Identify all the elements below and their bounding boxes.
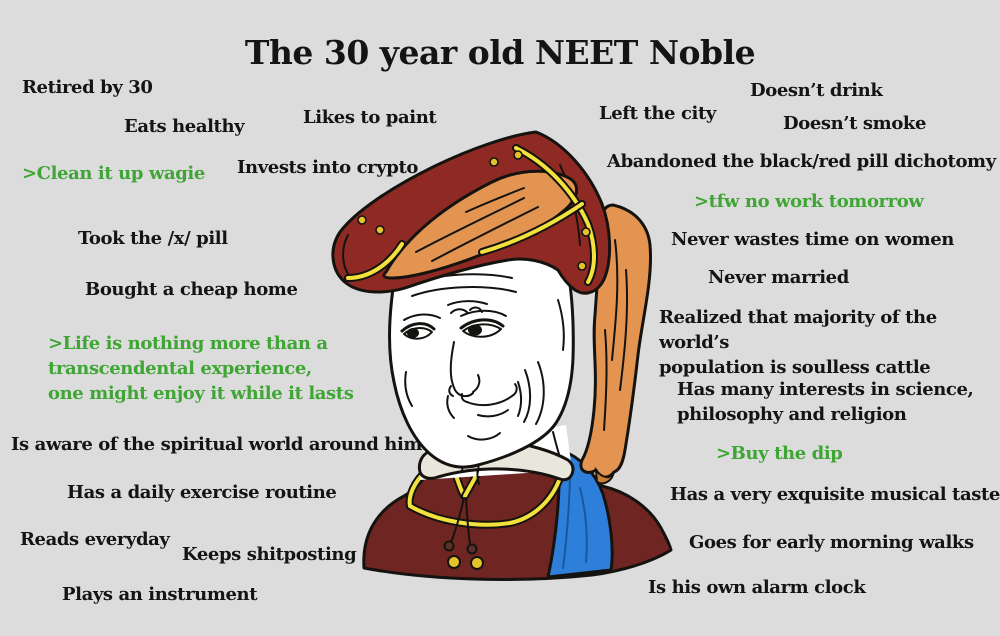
wojak-noble-figure: [331, 130, 673, 581]
label-keeps-shitposting: Keeps shitposting: [182, 544, 357, 565]
label-retired: Retired by 30: [22, 77, 153, 98]
hat-drape: [382, 169, 579, 280]
label-eats-healthy: Eats healthy: [124, 116, 245, 137]
label-doesnt-smoke: Doesn’t smoke: [783, 113, 927, 134]
label-exercise-routine: Has a daily exercise routine: [67, 482, 337, 503]
robe-trim: [405, 466, 564, 570]
hat-trim: [344, 144, 598, 286]
eyes: [400, 309, 507, 340]
label-morning-walks: Goes for early morning walks: [689, 532, 974, 553]
label-many-interests: Has many interests in science, philosoph…: [677, 379, 974, 425]
label-musical-taste: Has a very exquisite musical taste: [670, 484, 1000, 505]
label-x-pill: Took the /x/ pill: [78, 228, 228, 249]
label-never-wastes-time: Never wastes time on women: [671, 229, 954, 250]
nose: [448, 341, 481, 398]
label-life-transcendental: >Life is nothing more than a transcenden…: [48, 333, 354, 404]
wojak-face: [388, 254, 575, 469]
label-clean-it-up-wagie: >Clean it up wagie: [22, 163, 205, 184]
label-tfw-no-work: >tfw no work tomorrow: [694, 191, 924, 212]
label-never-married: Never married: [708, 267, 849, 288]
label-invests-crypto: Invests into crypto: [237, 157, 418, 178]
label-doesnt-drink: Doesn’t drink: [750, 80, 883, 101]
chaperon-hat: [331, 130, 612, 295]
cheek-wrinkles: [404, 299, 565, 425]
label-left-the-city: Left the city: [599, 103, 716, 124]
hat-gold-dots: [357, 150, 591, 271]
label-pill-dichotomy: Abandoned the black/red pill dichotomy: [607, 151, 996, 172]
mouth: [460, 383, 518, 441]
label-soulless-cattle: Realized that majority of the world’s po…: [659, 307, 937, 378]
label-reads-everyday: Reads everyday: [20, 529, 170, 550]
label-likes-to-paint: Likes to paint: [303, 107, 437, 128]
label-spiritual-world: Is aware of the spiritual world around h…: [11, 434, 423, 455]
label-buy-the-dip: >Buy the dip: [716, 443, 843, 464]
label-alarm-clock: Is his own alarm clock: [648, 577, 866, 598]
label-cheap-home: Bought a cheap home: [85, 279, 298, 300]
meme-title: The 30 year old NEET Noble: [244, 33, 756, 72]
label-plays-instrument: Plays an instrument: [62, 584, 258, 605]
